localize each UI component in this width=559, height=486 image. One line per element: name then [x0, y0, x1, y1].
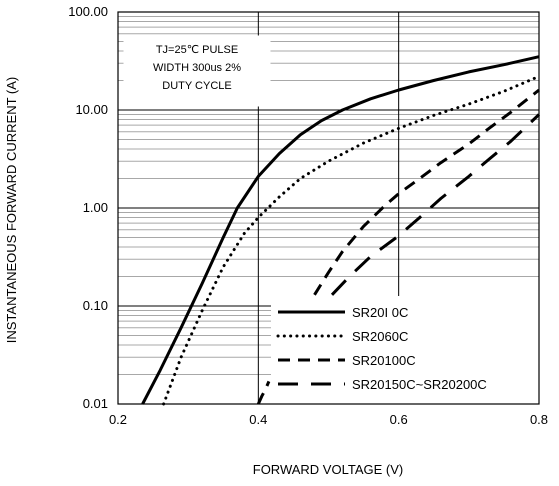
- condition-note: TJ=25℃ PULSE WIDTH 300us 2% DUTY CYCLE: [123, 35, 271, 107]
- condition-note-box: [123, 35, 271, 107]
- minor-grid: [118, 15, 539, 375]
- series-line-sr20100c: [313, 88, 540, 296]
- condition-note-line-3: DUTY CYCLE: [162, 80, 231, 92]
- x-axis-title: FORWARD VOLTAGE (V): [253, 462, 403, 477]
- legend-box: [271, 296, 539, 404]
- y-axis-title: INSTANTANEOUS FORWARD CURRENT (A): [4, 77, 19, 344]
- condition-note-line-1: TJ=25℃ PULSE: [156, 44, 238, 56]
- legend: SR20I 0C SR2060C SR20100C SR20150C~SR20200C: [271, 296, 539, 404]
- x-tick-label: 0.4: [249, 412, 267, 427]
- series-layer: [141, 55, 541, 406]
- x-tick-label: 0.2: [109, 412, 127, 427]
- y-tick-label: 10.00: [75, 102, 108, 117]
- plot-frame: [117, 11, 540, 405]
- x-tick-label: 0.6: [390, 412, 408, 427]
- series-line-fragment-4: [256, 380, 271, 405]
- y-tick-label: 0.01: [83, 396, 108, 411]
- x-tick-label: 0.8: [530, 412, 548, 427]
- series-line-sr20150c-sr20200c: [330, 113, 541, 296]
- series-line-sr2060c: [162, 74, 541, 406]
- tick-labels: 0.01 0.10 1.00 10.00 100.00 0.2 0.4 0.6 0.8: [68, 4, 548, 427]
- y-tick-label: 1.00: [83, 200, 108, 215]
- y-tick-label: 100.00: [68, 4, 108, 19]
- legend-label: SR2060C: [352, 329, 408, 344]
- series-line-sr20i-0c: [141, 55, 540, 405]
- legend-label: SR20100C: [352, 353, 416, 368]
- condition-note-line-2: WIDTH 300us 2%: [153, 62, 241, 74]
- y-tick-label: 0.10: [83, 298, 108, 313]
- legend-label: SR20150C~SR20200C: [352, 377, 487, 392]
- legend-label: SR20I 0C: [352, 305, 408, 320]
